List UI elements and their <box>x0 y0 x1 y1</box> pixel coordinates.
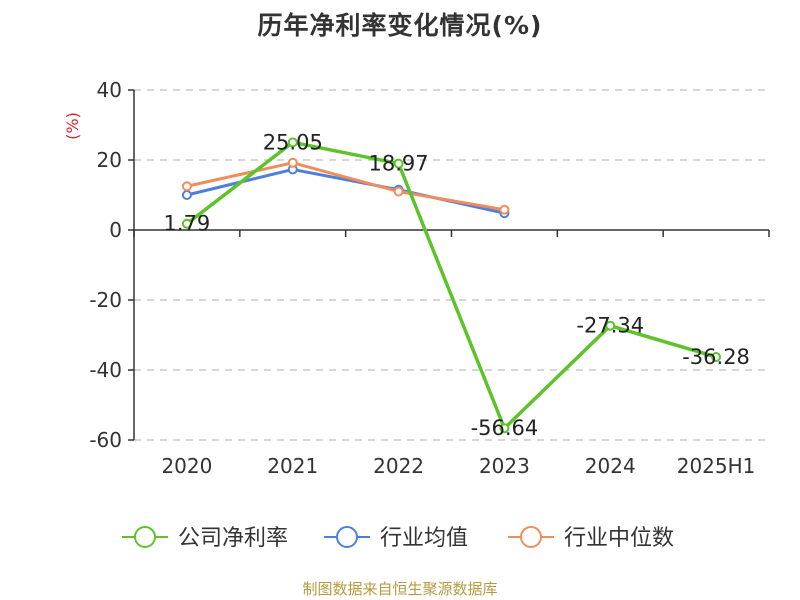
legend-marker-2 <box>520 526 542 548</box>
legend-label-0: 公司净利率 <box>178 526 288 551</box>
chart-title: 历年净利率变化情况(%) <box>257 11 543 40</box>
y-tick-label-1: 20 <box>97 148 122 172</box>
data-label-0: 1.79 <box>164 212 211 236</box>
x-tick-label-4: 2024 <box>585 454 636 478</box>
x-tick-label-1: 2021 <box>267 454 318 478</box>
series-line-0 <box>185 140 717 430</box>
y-axis-label: (%) <box>63 112 82 140</box>
legend-marker-0 <box>134 526 156 548</box>
point-s0-2 <box>393 158 404 169</box>
y-tick-label-3: -20 <box>89 288 122 312</box>
y-tick-label-4: -40 <box>89 358 122 382</box>
point-s0-1 <box>287 137 298 148</box>
legend: 公司净利率 行业均值 行业中位数 <box>122 526 674 551</box>
data-label-5: -36.28 <box>682 345 750 369</box>
legend-label-1: 行业均值 <box>380 526 468 551</box>
axes: 40 20 0 -20 -40 -60 2020 2021 2022 2023 2024 2025H1 <box>89 78 770 478</box>
data-label-2: 18.97 <box>369 152 429 176</box>
y-tick-label-0: 40 <box>97 78 122 102</box>
series-points <box>181 137 722 434</box>
point-s2-0 <box>181 181 192 192</box>
point-s0-0 <box>181 218 192 229</box>
x-tick-label-0: 2020 <box>161 454 212 478</box>
legend-marker-1 <box>336 526 358 548</box>
point-s2-1 <box>287 157 298 168</box>
point-s2-3 <box>499 204 510 215</box>
point-s0-5 <box>711 351 722 362</box>
x-tick-label-3: 2023 <box>479 454 530 478</box>
point-s0-3 <box>499 423 510 434</box>
point-s2-2 <box>393 186 404 197</box>
legend-label-2: 行业中位数 <box>564 526 674 551</box>
series-lines <box>185 140 717 430</box>
x-tick-label-2: 2022 <box>373 454 424 478</box>
point-s1-0 <box>181 190 192 200</box>
source-footer: 制图数据来自恒生聚源数据库 <box>302 580 498 598</box>
data-label-1: 25.05 <box>263 130 323 154</box>
y-tick-label-2: 0 <box>109 218 122 242</box>
series-line-2 <box>186 161 505 212</box>
grid-lines <box>134 89 769 441</box>
data-labels: 1.79 25.05 18.97 -56.64 -27.34 -36.28 <box>164 130 750 440</box>
x-tick-label-5: 2025H1 <box>677 454 756 478</box>
data-label-4: -27.34 <box>576 314 644 338</box>
y-tick-label-5: -60 <box>89 428 122 452</box>
data-label-3: -56.64 <box>471 416 539 440</box>
point-s0-4 <box>605 320 616 331</box>
